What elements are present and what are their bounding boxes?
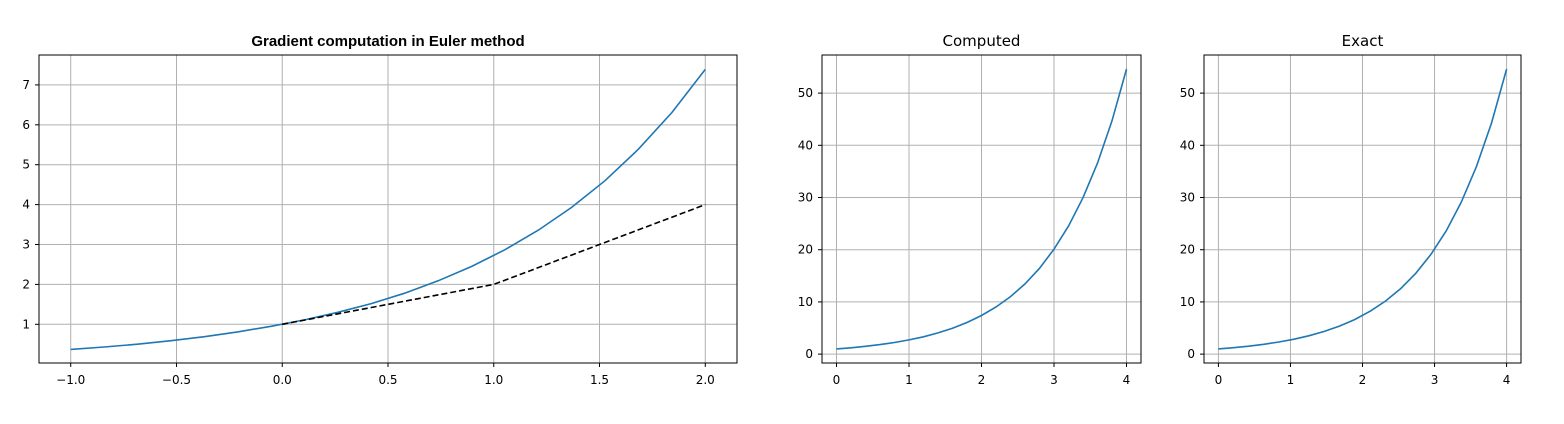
- x-tick-label: 4: [1123, 373, 1131, 387]
- y-tick-label: 4: [22, 198, 30, 212]
- curve-series: [1218, 68, 1508, 350]
- y-tick-label: 40: [1180, 138, 1195, 152]
- y-tick-label: 20: [1180, 243, 1195, 257]
- chart-title: Gradient computation in Euler method: [251, 33, 524, 50]
- y-tick-label: 7: [22, 78, 30, 92]
- x-tick-label: 1.0: [484, 373, 503, 387]
- axes-frame: [821, 54, 1142, 364]
- y-tick-label: 10: [1180, 295, 1195, 309]
- x-tick-label: 1: [905, 373, 913, 387]
- x-tick-label: 4: [1503, 373, 1511, 387]
- y-tick-label: 10: [798, 295, 813, 309]
- axes-frame: [38, 54, 738, 364]
- x-tick-label: 0.5: [378, 373, 397, 387]
- curve-series: [836, 68, 1128, 350]
- x-tick-label: 2.0: [696, 373, 715, 387]
- x-tick-label: 1.5: [590, 373, 609, 387]
- x-tick-label: 0: [833, 373, 841, 387]
- y-tick-label: 3: [22, 238, 30, 252]
- x-tick-label: 2: [1359, 373, 1367, 387]
- x-tick-label: −0.5: [162, 373, 191, 387]
- y-tick-label: 6: [22, 118, 30, 132]
- y-tick-label: 30: [1180, 191, 1195, 205]
- x-tick-label: −1.0: [56, 373, 85, 387]
- y-tick-label: 50: [798, 86, 813, 100]
- x-tick-label: 0: [1215, 373, 1223, 387]
- y-tick-label: 1: [22, 317, 30, 331]
- x-tick-label: 2: [978, 373, 986, 387]
- chart-title: Computed: [943, 32, 1021, 50]
- subplot-euler: −1.0 −0.5 0.0 0.5 1.0 1.5 2.0 1 2 3 4 5 6 7 Gradient c…: [22, 33, 738, 387]
- y-tick-label: 0: [1187, 347, 1195, 361]
- y-tick-label: 2: [22, 277, 30, 291]
- y-tick-label: 40: [798, 138, 813, 152]
- y-tick-label: 0: [805, 347, 813, 361]
- x-tick-label: 1: [1287, 373, 1295, 387]
- curve-series: [70, 68, 706, 351]
- y-tick-label: 5: [22, 158, 30, 172]
- y-tick-label: 50: [1180, 86, 1195, 100]
- axes-frame: [1203, 54, 1522, 364]
- y-tick-label: 20: [798, 243, 813, 257]
- x-tick-label: 3: [1431, 373, 1439, 387]
- x-tick-label: 0.0: [273, 373, 292, 387]
- x-tick-label: 3: [1050, 373, 1058, 387]
- chart-title: Exact: [1342, 32, 1384, 50]
- y-tick-label: 30: [798, 191, 813, 205]
